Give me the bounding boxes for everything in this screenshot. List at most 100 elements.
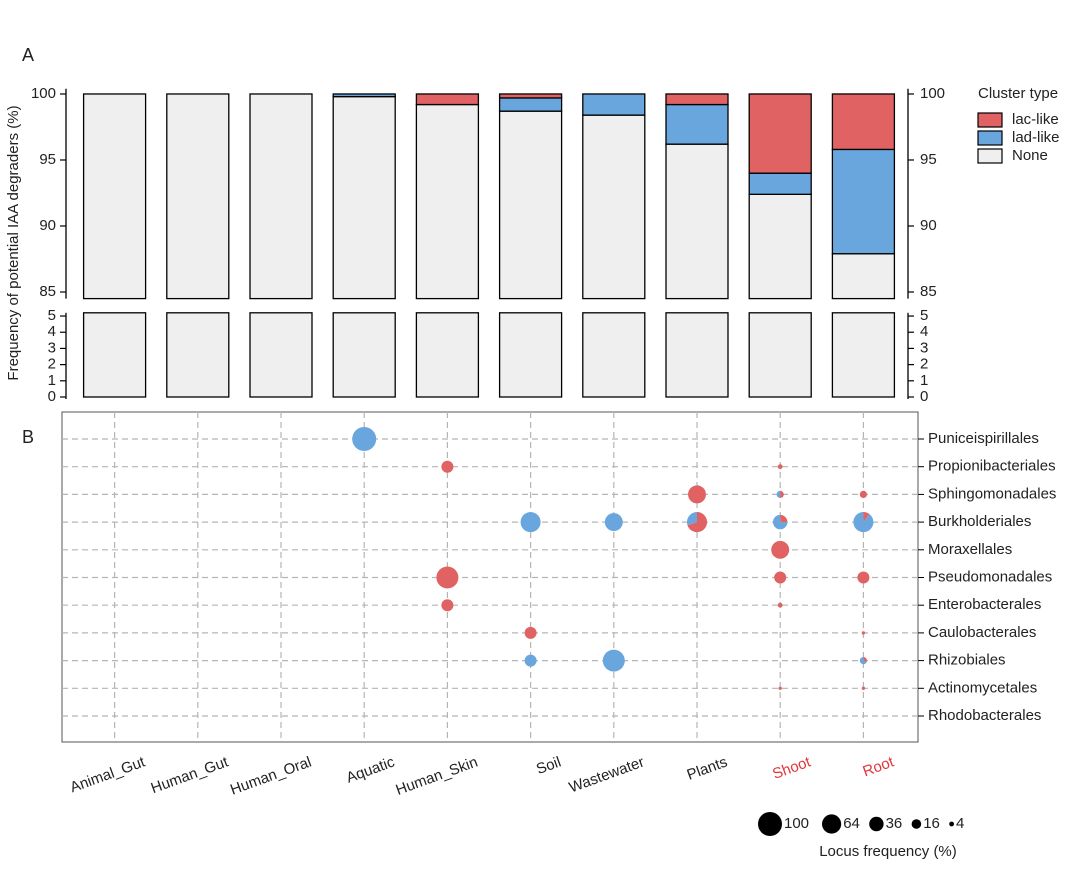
bubble <box>774 571 787 584</box>
bubble <box>524 654 537 667</box>
bubble <box>859 490 868 498</box>
y-tick-label: 4 <box>48 323 56 340</box>
bubble-wedge <box>863 512 870 523</box>
y-tick-label: Enterobacterales <box>928 596 1041 613</box>
x-tick-label: Aquatic <box>344 753 397 786</box>
size-legend-label: 16 <box>923 815 940 832</box>
y-tick-label: 95 <box>920 151 937 168</box>
y-tick-label: Sphingomonadales <box>928 485 1056 502</box>
y-tick-label: 95 <box>39 151 56 168</box>
bar-segment <box>665 312 729 398</box>
bubble <box>441 460 454 473</box>
y-axis-label: Frequency of potential IAA degraders (%) <box>5 105 22 380</box>
bar-segment <box>748 193 812 300</box>
x-tick-label: Wastewater <box>567 754 647 797</box>
size-legend-dot <box>949 821 954 827</box>
bubble-wedge <box>687 512 708 533</box>
y-tick-label: 3 <box>48 339 56 356</box>
bubble-wedge <box>780 490 784 498</box>
bar-segment <box>332 95 396 300</box>
bubble-wedge <box>686 512 697 526</box>
bar-segment <box>582 93 646 116</box>
x-tick-label: Plants <box>685 754 730 784</box>
bar-segment <box>82 312 147 398</box>
x-tick-label: Human_Skin <box>394 754 481 799</box>
bar-segment <box>582 312 646 398</box>
bubble <box>861 631 866 635</box>
bar-segment <box>831 148 896 255</box>
y-tick-label: 1 <box>48 372 56 389</box>
bubble-wedge <box>859 657 867 665</box>
bar-segment <box>831 253 896 300</box>
legend-label: None <box>1012 147 1048 164</box>
legend-swatch <box>977 112 1003 128</box>
y-tick-label: Moraxellales <box>928 541 1012 558</box>
y-tick-label: 3 <box>920 339 928 356</box>
bubble <box>520 512 541 533</box>
y-tick-label: Propionibacteriales <box>928 458 1056 475</box>
bar-segment <box>582 114 646 300</box>
bar-segment <box>498 110 563 300</box>
bar-segment <box>831 93 896 151</box>
y-tick-label: 0 <box>48 388 56 405</box>
y-tick-label: Caulobacterales <box>928 624 1036 641</box>
y-tick-label: 5 <box>920 307 928 324</box>
legend-swatch <box>977 148 1003 164</box>
y-tick-label: 1 <box>920 372 928 389</box>
bubble <box>604 513 623 532</box>
bar-segment <box>665 103 729 145</box>
bar-segment <box>748 93 812 174</box>
panel-label: A <box>22 45 34 65</box>
y-tick-label: 2 <box>920 356 928 373</box>
y-tick-label: Actinomycetales <box>928 679 1037 696</box>
y-tick-label: 2 <box>48 356 56 373</box>
y-tick-label: 90 <box>39 217 56 234</box>
bubble <box>771 540 790 559</box>
bubble <box>861 686 866 690</box>
bar-segment <box>498 93 563 99</box>
y-tick-label: Puniceispirillales <box>928 430 1039 447</box>
y-tick-label: 85 <box>39 283 56 300</box>
bar-segment <box>82 93 147 300</box>
bar-segment <box>748 312 812 398</box>
bar-segment <box>249 93 313 300</box>
size-legend-dot <box>758 812 782 836</box>
x-tick-label: Shoot <box>770 753 813 783</box>
bubble <box>441 599 454 612</box>
bar-segment <box>166 312 230 398</box>
y-tick-label: Rhodobacterales <box>928 707 1041 724</box>
bar-segment <box>249 312 313 398</box>
bubble-wedge <box>780 514 788 523</box>
size-legend-dot <box>911 819 922 829</box>
y-tick-label: 85 <box>920 283 937 300</box>
bubble <box>777 464 783 470</box>
bar-segment <box>415 103 480 300</box>
bar-segment <box>332 93 396 98</box>
size-legend-label: 100 <box>784 815 809 832</box>
bar-segment <box>498 97 563 112</box>
bar-segment <box>332 312 396 398</box>
size-legend-label: 36 <box>886 815 903 832</box>
plot-frame <box>61 411 919 743</box>
y-tick-label: 5 <box>48 307 56 324</box>
y-tick-label: 4 <box>920 323 928 340</box>
bar-segment <box>415 312 480 398</box>
bubble-wedge <box>853 512 874 533</box>
panel-label: B <box>22 427 34 447</box>
x-tick-label: Animal_Gut <box>68 753 148 796</box>
y-tick-label: Pseudomonadales <box>928 568 1052 585</box>
bubble <box>688 485 706 504</box>
bar-segment <box>748 172 812 195</box>
legend-label: lad-like <box>1012 129 1060 146</box>
x-tick-label: Human_Oral <box>228 754 314 799</box>
y-tick-label: 90 <box>920 217 937 234</box>
bubble <box>777 602 783 608</box>
size-legend-label: 64 <box>843 815 860 832</box>
bubble <box>778 686 782 690</box>
y-tick-label: 100 <box>31 85 56 102</box>
bar-segment <box>831 312 896 398</box>
bar-segment <box>166 93 230 300</box>
bubble-wedge <box>773 514 788 530</box>
size-legend-dot <box>822 814 842 834</box>
bubble <box>602 649 625 672</box>
